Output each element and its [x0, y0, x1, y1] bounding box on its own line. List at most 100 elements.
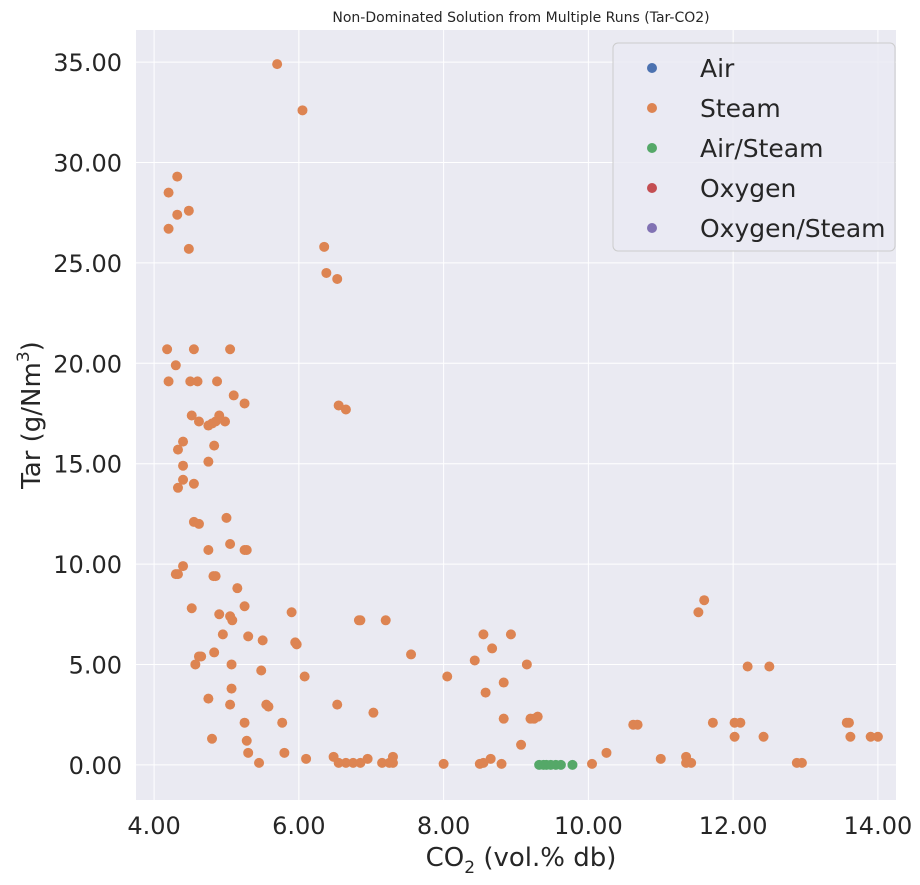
point-steam: [183, 205, 194, 216]
y-tick-label: 0.00: [69, 752, 122, 780]
legend: Air Steam Air/Steam Oxygen Oxygen/Steam: [612, 42, 896, 252]
point-steam: [263, 701, 274, 712]
point-steam: [172, 171, 183, 182]
point-steam: [321, 267, 332, 278]
point-steam: [632, 719, 643, 730]
point-steam: [241, 545, 252, 556]
x-tick-label: 12.00: [699, 812, 768, 840]
point-steam: [178, 436, 189, 447]
x-tick-labels: 4.00 6.00 8.00 10.00 12.00 14.00: [127, 812, 912, 840]
point-steam: [742, 661, 753, 672]
legend-marker-air-steam: [647, 143, 657, 153]
y-tick-labels: 0.00 5.00 10.00 15.00 20.00 25.00 30.00 35.00: [53, 49, 122, 780]
point-steam: [297, 105, 308, 116]
point-steam: [178, 460, 189, 471]
point-steam: [796, 757, 807, 768]
legend-label-oxygen-steam: Oxygen/Steam: [700, 214, 886, 243]
x-tick-label: 10.00: [554, 812, 623, 840]
point-steam: [333, 757, 344, 768]
y-tick-label: 25.00: [53, 250, 122, 278]
point-steam: [764, 661, 775, 672]
y-tick-label: 35.00: [53, 49, 122, 77]
point-steam: [185, 376, 196, 387]
point-steam: [355, 615, 366, 626]
point-steam: [516, 739, 527, 750]
y-tick-label: 5.00: [69, 651, 122, 679]
point-steam: [172, 444, 183, 455]
point-steam: [340, 757, 351, 768]
point-steam: [178, 561, 189, 572]
y-axis-label-suffix: ): [17, 341, 47, 351]
x-axis-label-suffix: (vol.% db): [475, 843, 616, 873]
point-steam: [192, 376, 203, 387]
point-steam: [209, 440, 220, 451]
point-steam: [226, 683, 237, 694]
point-steam: [529, 713, 540, 724]
point-steam: [203, 420, 214, 431]
chart-title: Non-Dominated Solution from Multiple Run…: [332, 10, 709, 26]
y-axis-label-main: Tar (g/Nm: [17, 362, 47, 490]
point-steam: [843, 717, 854, 728]
y-tick-label: 15.00: [53, 451, 122, 479]
point-steam: [220, 416, 231, 427]
point-steam: [239, 717, 250, 728]
point-steam: [735, 717, 746, 728]
grid-lines: [136, 30, 896, 800]
point-air-steam: [555, 759, 566, 770]
legend-label-air-steam: Air/Steam: [700, 134, 823, 163]
point-steam: [257, 635, 268, 646]
x-tick-label: 14.00: [844, 812, 913, 840]
point-steam: [227, 615, 238, 626]
point-steam: [221, 512, 232, 523]
point-steam: [228, 390, 239, 401]
point-steam: [239, 601, 250, 612]
point-steam: [865, 731, 876, 742]
legend-marker-steam: [647, 103, 657, 113]
point-steam: [758, 731, 769, 742]
point-steam: [186, 603, 197, 614]
point-steam: [299, 671, 310, 682]
point-steam: [163, 376, 174, 387]
point-steam: [172, 209, 183, 220]
point-steam: [485, 753, 496, 764]
point-steam: [178, 474, 189, 485]
point-steam: [699, 595, 710, 606]
point-steam: [272, 59, 283, 70]
point-steam: [845, 731, 856, 742]
x-axis-label-subscript: 2: [464, 858, 475, 878]
point-steam: [207, 733, 217, 744]
point-steam: [162, 344, 173, 355]
point-steam: [172, 482, 183, 493]
point-steam: [872, 731, 883, 742]
y-axis-label-superscript: 3: [14, 351, 34, 362]
point-steam: [214, 609, 225, 620]
point-steam: [377, 757, 388, 768]
point-steam: [193, 416, 204, 427]
point-steam: [707, 717, 718, 728]
point-steam: [186, 410, 197, 421]
point-steam: [225, 699, 236, 710]
legend-marker-oxygen-steam: [647, 223, 657, 233]
point-steam: [209, 647, 220, 658]
point-steam: [498, 677, 509, 688]
point-steam: [183, 243, 194, 254]
point-steam: [203, 545, 214, 556]
x-tick-label: 8.00: [417, 812, 470, 840]
point-steam: [438, 758, 449, 769]
point-steam: [241, 735, 252, 746]
point-steam: [243, 747, 254, 758]
point-steam: [319, 241, 330, 252]
point-steam: [170, 569, 181, 580]
point-steam: [188, 478, 199, 489]
point-steam: [225, 539, 236, 550]
point-steam: [190, 659, 201, 670]
point-steam: [193, 651, 204, 662]
point-steam: [686, 757, 697, 768]
point-steam: [348, 757, 359, 768]
point-air-steam: [567, 759, 578, 770]
point-steam: [340, 404, 351, 415]
point-steam: [170, 360, 181, 371]
point-steam: [368, 707, 379, 718]
legend-label-steam: Steam: [700, 94, 781, 123]
